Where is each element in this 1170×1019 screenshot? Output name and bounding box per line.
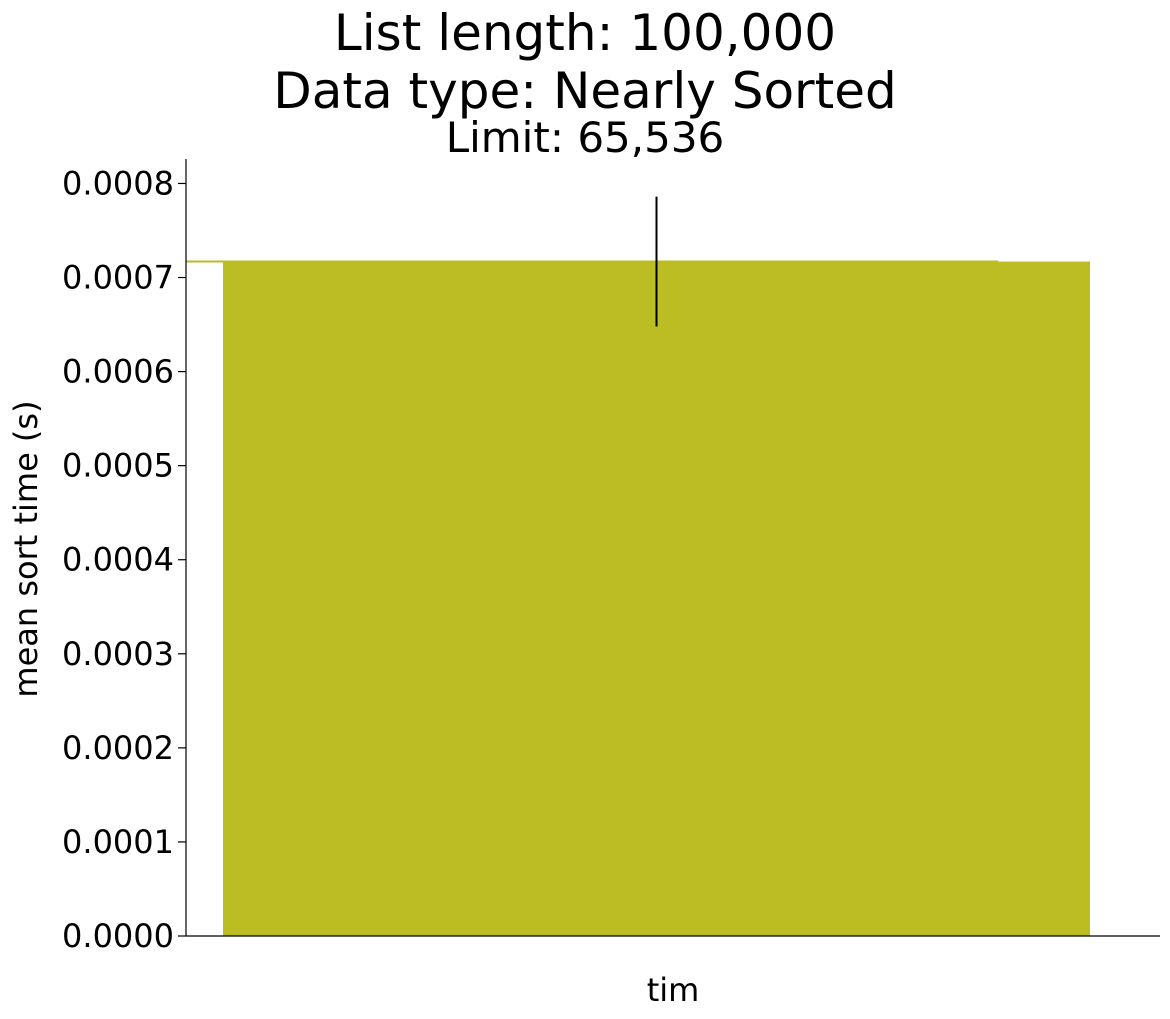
y-tick-label: 0.0003 (62, 635, 174, 673)
y-tick-label: 0.0002 (62, 729, 174, 767)
y-tick-label: 0.0008 (62, 164, 174, 202)
x-axis-ticks: tim (647, 971, 700, 1009)
chart-title-line-1: List length: 100,000 (334, 4, 836, 62)
y-tick-label: 0.0006 (62, 353, 174, 391)
chart-subtitle: Limit: 65,536 (446, 113, 725, 162)
y-axis-label: mean sort time (s) (7, 400, 45, 697)
bar-tim (223, 261, 1090, 936)
x-tick-label: tim (647, 971, 700, 1009)
y-tick-label: 0.0005 (62, 447, 174, 485)
chart-title-line-2: Data type: Nearly Sorted (273, 62, 896, 120)
y-axis-ticks: 0.0000 0.0001 0.0002 0.0003 0.0004 0.0005 0.00… (62, 164, 186, 955)
plot-area (186, 196, 1090, 936)
y-tick-label: 0.0007 (62, 259, 174, 297)
y-tick-label: 0.0001 (62, 823, 174, 861)
y-tick-label: 0.0000 (62, 917, 174, 955)
y-tick-label: 0.0004 (62, 541, 174, 579)
